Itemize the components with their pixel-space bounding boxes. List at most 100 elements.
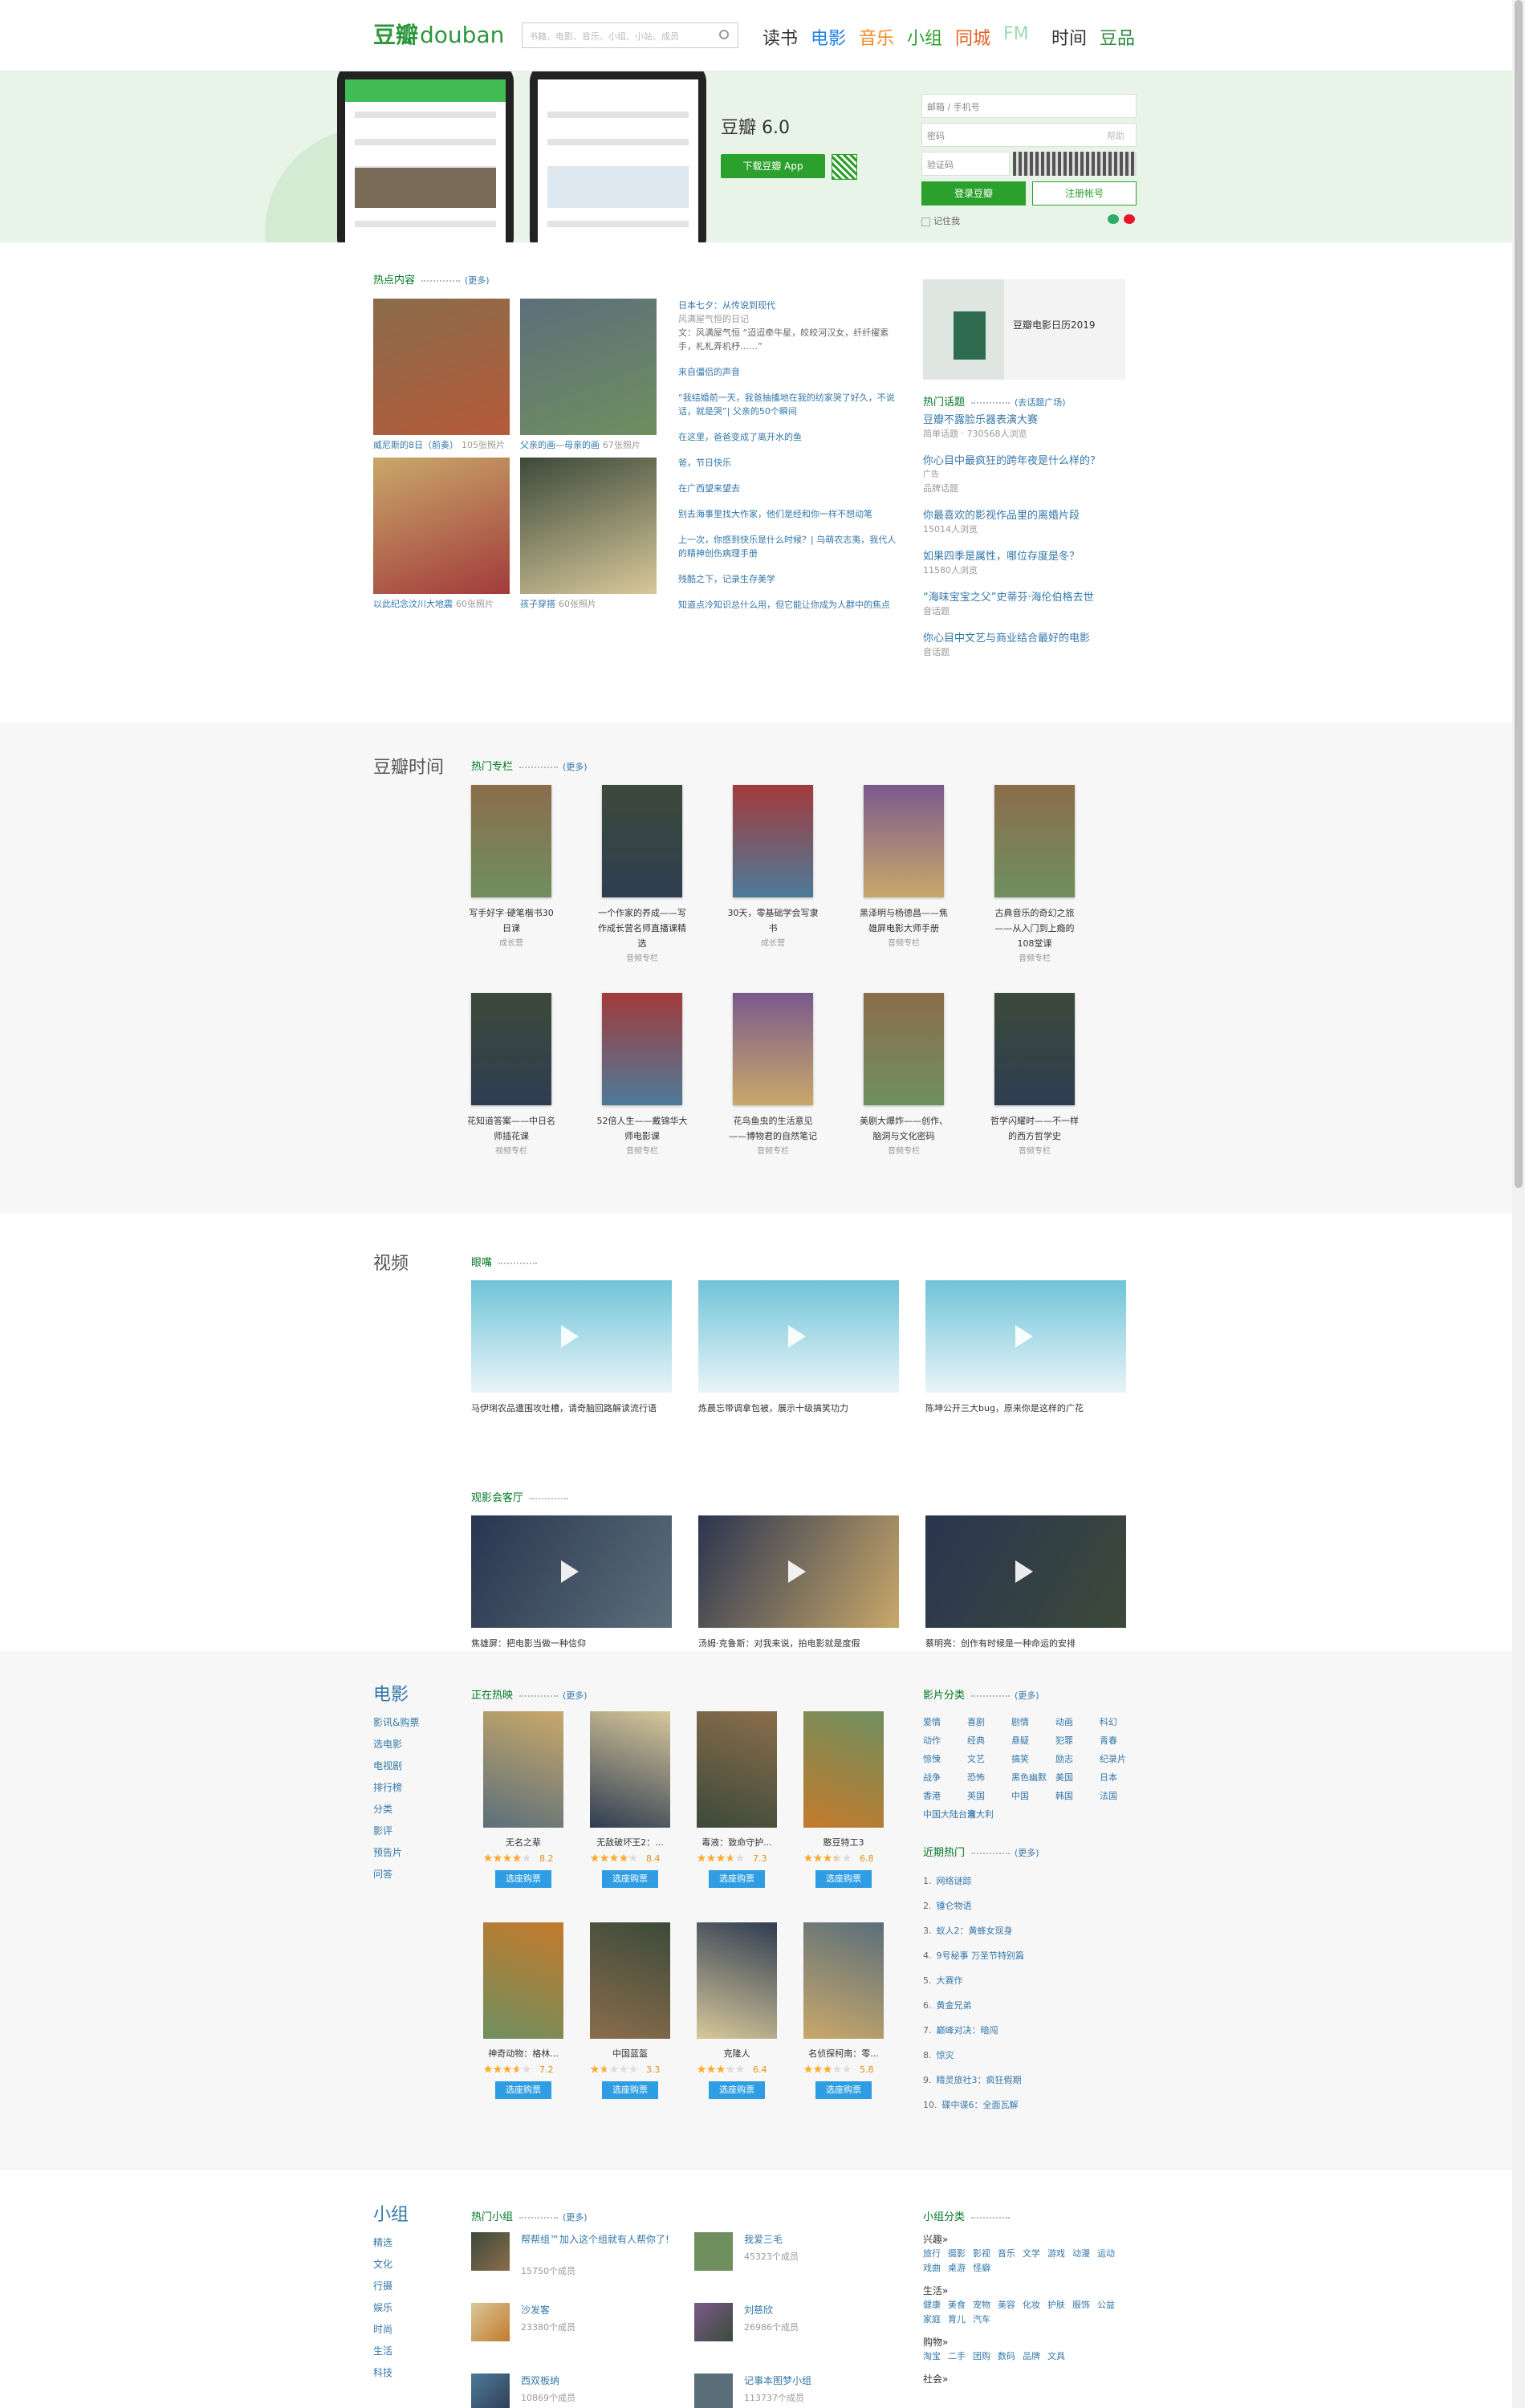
article-title[interactable]: 残酷之下，记录生存美学 xyxy=(678,574,775,584)
genre-link[interactable]: 科幻 xyxy=(1100,1717,1117,1727)
genre-link[interactable]: 文艺 xyxy=(967,1754,985,1764)
column-title[interactable]: 一个作家的养成——写作成长营名师直播课精选 xyxy=(598,908,686,949)
group-icon[interactable] xyxy=(694,2232,733,2271)
movie-poster[interactable] xyxy=(590,1922,670,2039)
album-photo[interactable] xyxy=(373,458,510,594)
side-nav-link[interactable]: 预告片 xyxy=(373,1847,403,1858)
side-nav-link[interactable]: 精选 xyxy=(373,2237,393,2248)
category-name[interactable]: 购物» xyxy=(923,2337,949,2348)
logo[interactable]: 豆瓣douban xyxy=(373,18,504,50)
buy-button[interactable]: 选座购票 xyxy=(602,2081,658,2099)
group-icon[interactable] xyxy=(471,2232,510,2271)
category-tag[interactable]: 淘宝 xyxy=(923,2351,941,2361)
article-title[interactable]: 日本七夕：从传说到现代 xyxy=(678,300,775,311)
genre-link[interactable]: 动画 xyxy=(1055,1717,1073,1727)
hot-movie-name[interactable]: 网络谜踪 xyxy=(936,1876,972,1886)
genre-link[interactable]: 爱情 xyxy=(923,1717,941,1727)
topic-title[interactable]: 你最喜欢的影视作品里的离婚片段 xyxy=(923,510,1080,522)
category-tag[interactable]: 二手 xyxy=(948,2351,966,2361)
group-icon[interactable] xyxy=(471,2303,510,2341)
article-title[interactable]: “我结婚前一天，我爸抽搐地在我的纺家哭了好久，不说话，就是哭”| 父亲的50个瞬… xyxy=(678,393,895,417)
side-nav-link[interactable]: 问答 xyxy=(373,1869,393,1880)
more-link[interactable]: (更多) xyxy=(1015,1848,1039,1858)
video-thumb[interactable] xyxy=(698,1280,899,1393)
nav-link[interactable]: 同城 xyxy=(955,29,991,49)
nav-link[interactable]: 时间 xyxy=(1051,29,1088,49)
movie-poster[interactable] xyxy=(697,1711,777,1828)
genre-link[interactable]: 惊悚 xyxy=(923,1754,941,1764)
group-name[interactable]: 西双板纳 xyxy=(521,2375,560,2386)
group-name[interactable]: 沙发客 xyxy=(521,2304,551,2316)
group-name[interactable]: 帮帮组™加入这个组就有人帮你了! xyxy=(521,2234,669,2245)
article-title[interactable]: 来自僵侣的声音 xyxy=(678,367,740,377)
video-thumb[interactable] xyxy=(471,1515,672,1628)
category-tag[interactable]: 文具 xyxy=(1047,2351,1065,2361)
genre-link[interactable]: 犯罪 xyxy=(1055,1735,1073,1746)
video-thumb[interactable] xyxy=(925,1515,1126,1628)
category-name[interactable]: 社会» xyxy=(923,2373,949,2385)
login-button[interactable]: 登录豆瓣 xyxy=(921,181,1026,205)
more-link[interactable]: (更多) xyxy=(465,275,490,286)
album-name[interactable]: 孩子穿搭 xyxy=(520,599,555,609)
album-name[interactable]: 威尼斯的8日（前奏） xyxy=(373,440,458,450)
genre-link[interactable]: 美国 xyxy=(1055,1772,1073,1783)
category-tag[interactable]: 戏曲 xyxy=(923,2263,941,2273)
column-cover[interactable] xyxy=(994,993,1075,1105)
category-tag[interactable]: 家庭 xyxy=(923,2314,941,2325)
group-icon[interactable] xyxy=(694,2303,733,2341)
category-name[interactable]: 生活» xyxy=(923,2285,949,2296)
column-title[interactable]: 花知道答案——中日名师插花课 xyxy=(467,1116,555,1141)
category-name[interactable]: 兴趣» xyxy=(923,2234,949,2245)
side-nav-link[interactable]: 科技 xyxy=(373,2367,393,2378)
genre-link[interactable]: 搞笑 xyxy=(1011,1754,1029,1764)
buy-button[interactable]: 选座购票 xyxy=(815,1870,872,1888)
genre-link[interactable]: 韩国 xyxy=(1055,1791,1073,1801)
genre-link[interactable]: 剧情 xyxy=(1011,1717,1029,1727)
hot-movie-name[interactable]: 大赛作 xyxy=(936,1975,963,1986)
side-nav-link[interactable]: 生活 xyxy=(373,2345,393,2357)
category-tag[interactable]: 品牌 xyxy=(1023,2351,1040,2361)
genre-link[interactable]: 喜剧 xyxy=(967,1717,985,1727)
category-tag[interactable]: 摄影 xyxy=(948,2248,966,2259)
genre-link[interactable]: 日本 xyxy=(1100,1772,1117,1783)
column-cover[interactable] xyxy=(471,993,551,1105)
article-title[interactable]: 别去海事里找大作家，他们是经和你一样不想动笔 xyxy=(678,509,872,519)
password-input[interactable]: 密码 帮助 xyxy=(921,123,1137,147)
article-title[interactable]: 爸，节日快乐 xyxy=(678,458,731,468)
category-tag[interactable]: 动漫 xyxy=(1072,2248,1090,2259)
category-tag[interactable]: 团购 xyxy=(973,2351,990,2361)
movie-poster[interactable] xyxy=(590,1711,670,1828)
video-caption[interactable]: 陈坤公开三大bug，原来你是这样的广花 xyxy=(925,1403,1084,1413)
column-cover[interactable] xyxy=(602,993,682,1105)
topic-title[interactable]: 你心目中最疯狂的跨年夜是什么样的？ xyxy=(923,455,1101,467)
more-link[interactable]: (更多) xyxy=(563,1690,588,1701)
hot-movie-name[interactable]: 蚁人2：黄蜂女现身 xyxy=(936,1926,1013,1936)
side-nav-link[interactable]: 排行榜 xyxy=(373,1782,403,1793)
category-tag[interactable]: 文学 xyxy=(1023,2248,1040,2259)
category-tag[interactable]: 音乐 xyxy=(998,2248,1015,2259)
side-nav-link[interactable]: 影讯&购票 xyxy=(373,1717,420,1728)
genre-link[interactable]: 励志 xyxy=(1055,1754,1073,1764)
weibo-icon[interactable] xyxy=(1124,214,1135,224)
column-cover[interactable] xyxy=(733,993,813,1105)
more-link[interactable]: (去话题广场) xyxy=(1015,397,1066,408)
movie-poster[interactable] xyxy=(483,1711,563,1828)
category-tag[interactable]: 影视 xyxy=(973,2248,990,2259)
video-caption[interactable]: 马伊琍农品遭围攻吐槽，请奇脑回路解读流行语 xyxy=(471,1403,657,1413)
hot-movie-name[interactable]: 碟中谍6：全面瓦解 xyxy=(941,2100,1019,2110)
nav-link[interactable]: 读书 xyxy=(762,29,799,49)
genre-link[interactable]: 恐怖 xyxy=(967,1772,985,1783)
category-tag[interactable]: 服饰 xyxy=(1072,2300,1090,2310)
movie-poster[interactable] xyxy=(483,1922,563,2039)
category-tag[interactable]: 数码 xyxy=(998,2351,1015,2361)
album-photo[interactable] xyxy=(373,299,510,435)
category-tag[interactable]: 汽车 xyxy=(973,2314,990,2325)
nav-link[interactable]: FM xyxy=(1003,24,1029,44)
more-link[interactable]: (更多) xyxy=(1015,1690,1039,1701)
register-button[interactable]: 注册帐号 xyxy=(1032,181,1137,205)
album-name[interactable]: 父亲的画—母亲的画 xyxy=(520,440,600,450)
genre-link[interactable]: 悬疑 xyxy=(1011,1735,1029,1746)
column-title[interactable]: 52倍人生——戴锦华大师电影课 xyxy=(596,1116,688,1141)
hot-movie-name[interactable]: 惊灾 xyxy=(936,2050,954,2060)
genre-link[interactable]: 中国 xyxy=(1011,1791,1029,1801)
